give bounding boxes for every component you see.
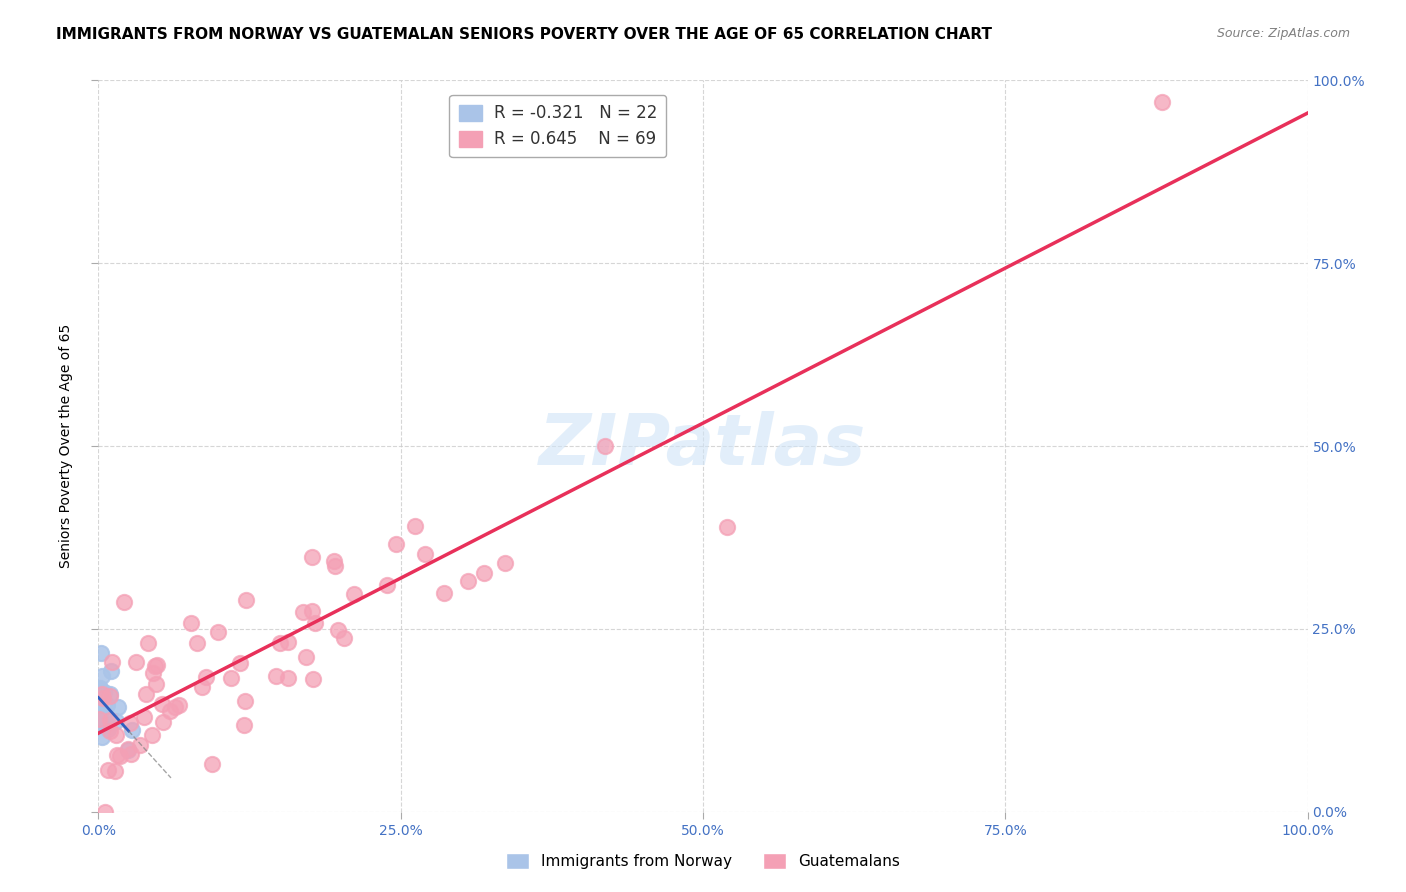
Point <box>98 687 121 701</box>
Point <box>89 717 111 731</box>
Point <box>322 554 344 568</box>
Point <box>97 722 120 736</box>
Point <box>91 691 114 706</box>
Point <box>472 566 495 580</box>
Point <box>105 747 128 762</box>
Point <box>326 623 349 637</box>
Y-axis label: Seniors Poverty Over the Age of 65: Seniors Poverty Over the Age of 65 <box>59 324 73 568</box>
Point <box>101 655 124 669</box>
Point <box>121 723 143 738</box>
Point <box>433 585 456 599</box>
Point <box>87 698 110 712</box>
Point <box>201 756 224 771</box>
Point <box>266 669 288 683</box>
Point <box>94 718 117 732</box>
Point <box>323 558 346 573</box>
Point <box>494 556 516 570</box>
Point <box>117 743 139 757</box>
Point <box>145 658 167 673</box>
Point <box>112 594 135 608</box>
Point <box>404 519 426 533</box>
Point <box>716 520 738 534</box>
Point <box>91 687 114 701</box>
Point <box>89 684 111 698</box>
Point <box>269 636 291 650</box>
Point <box>229 657 252 671</box>
Point <box>135 687 157 701</box>
Point <box>457 574 479 589</box>
Text: Source: ZipAtlas.com: Source: ZipAtlas.com <box>1216 27 1350 40</box>
Point <box>145 677 167 691</box>
Point <box>136 636 159 650</box>
Point <box>343 587 366 601</box>
Point <box>233 694 256 708</box>
Point <box>277 635 299 649</box>
Point <box>134 710 156 724</box>
Point <box>117 742 139 756</box>
Point <box>89 686 111 700</box>
Legend: Immigrants from Norway, Guatemalans: Immigrants from Norway, Guatemalans <box>501 847 905 875</box>
Point <box>105 728 128 742</box>
Point <box>120 716 142 731</box>
Point <box>295 649 318 664</box>
Point <box>180 615 202 630</box>
Point <box>142 666 165 681</box>
Point <box>207 625 229 640</box>
Point <box>301 550 323 565</box>
Point <box>89 709 111 723</box>
Point <box>413 547 436 561</box>
Point <box>235 593 257 607</box>
Point <box>332 631 354 645</box>
Point <box>186 636 208 650</box>
Point <box>145 658 167 673</box>
Point <box>98 689 121 703</box>
Point <box>141 728 163 742</box>
Point <box>301 604 323 618</box>
Point <box>593 439 616 453</box>
Point <box>91 708 114 723</box>
Point <box>107 700 129 714</box>
Point <box>302 672 325 686</box>
Point <box>194 671 217 685</box>
Point <box>125 655 148 669</box>
Point <box>96 698 118 712</box>
Point <box>169 698 191 713</box>
Point <box>98 713 121 727</box>
Point <box>104 714 127 728</box>
Point <box>89 681 111 695</box>
Legend: R = -0.321   N = 22, R = 0.645    N = 69: R = -0.321 N = 22, R = 0.645 N = 69 <box>450 95 666 157</box>
Point <box>190 680 212 694</box>
Point <box>129 738 152 752</box>
Point <box>90 731 112 745</box>
Point <box>375 578 398 592</box>
Point <box>94 805 117 819</box>
Point <box>159 704 181 718</box>
Point <box>89 712 111 726</box>
Point <box>96 718 118 732</box>
Point <box>219 672 242 686</box>
Point <box>304 616 326 631</box>
Point <box>97 764 120 778</box>
Point <box>385 537 408 551</box>
Text: ZIPatlas: ZIPatlas <box>540 411 866 481</box>
Point <box>90 669 112 683</box>
Point <box>93 685 115 699</box>
Text: IMMIGRANTS FROM NORWAY VS GUATEMALAN SENIORS POVERTY OVER THE AGE OF 65 CORRELAT: IMMIGRANTS FROM NORWAY VS GUATEMALAN SEN… <box>56 27 993 42</box>
Point <box>110 748 132 763</box>
Point <box>152 697 174 711</box>
Point <box>90 646 112 660</box>
Point <box>1152 95 1174 110</box>
Point <box>233 717 256 731</box>
Point <box>120 747 142 761</box>
Point <box>165 699 187 714</box>
Point <box>100 665 122 679</box>
Point <box>152 714 174 729</box>
Point <box>98 723 121 738</box>
Point <box>104 764 127 778</box>
Point <box>87 697 110 711</box>
Point <box>277 671 299 685</box>
Point <box>291 605 314 619</box>
